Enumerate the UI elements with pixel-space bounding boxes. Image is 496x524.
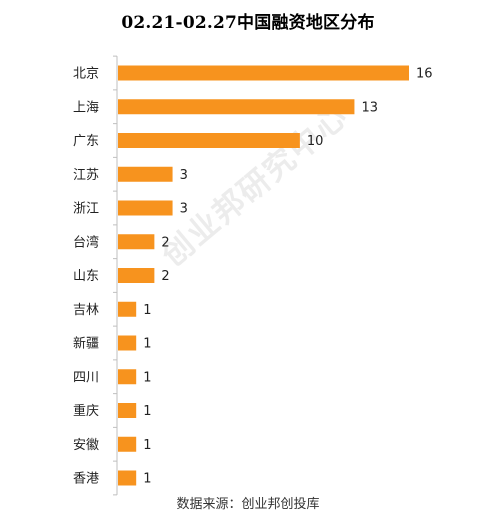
data-label: 10 — [307, 134, 324, 149]
category-label: 山东 — [73, 269, 99, 284]
category-label: 重庆 — [73, 403, 99, 419]
bar-江苏 — [118, 166, 173, 182]
data-label: 3 — [180, 202, 188, 217]
category-label: 台湾 — [73, 234, 99, 250]
bar-浙江 — [118, 200, 173, 216]
category-label: 广东 — [73, 134, 99, 149]
category-label: 四川 — [73, 370, 99, 385]
category-label: 上海 — [73, 100, 99, 115]
data-label: 1 — [143, 370, 151, 385]
data-label: 13 — [361, 100, 378, 115]
bar-台湾 — [118, 234, 155, 250]
data-label: 1 — [143, 337, 151, 352]
data-label: 1 — [143, 404, 151, 419]
bar-四川 — [118, 369, 137, 385]
category-label: 吉林 — [73, 303, 99, 318]
bar-北京 — [118, 65, 409, 81]
data-label: 2 — [161, 269, 169, 284]
category-label: 浙江 — [73, 202, 99, 217]
chart-title: 02.21-02.27中国融资地区分布 — [121, 13, 375, 33]
data-label: 16 — [416, 67, 433, 82]
data-label: 1 — [143, 438, 151, 453]
category-label: 江苏 — [73, 167, 99, 183]
data-label: 2 — [161, 235, 169, 250]
data-label: 1 — [143, 472, 151, 487]
data-label: 1 — [143, 303, 151, 318]
bar-安徽 — [118, 436, 137, 452]
bar-上海 — [118, 99, 355, 115]
bar-山东 — [118, 268, 155, 283]
category-label: 香港 — [73, 472, 99, 487]
bar-吉林 — [118, 301, 137, 317]
bar-香港 — [118, 470, 137, 486]
bar-重庆 — [118, 403, 137, 418]
category-label: 安徽 — [73, 438, 99, 453]
category-label: 北京 — [73, 67, 99, 82]
data-label: 3 — [180, 168, 188, 183]
bar-广东 — [118, 133, 300, 148]
data-source-note: 数据来源：创业邦创投库 — [176, 497, 320, 512]
category-label: 新疆 — [73, 336, 99, 352]
bar-新疆 — [118, 335, 137, 351]
